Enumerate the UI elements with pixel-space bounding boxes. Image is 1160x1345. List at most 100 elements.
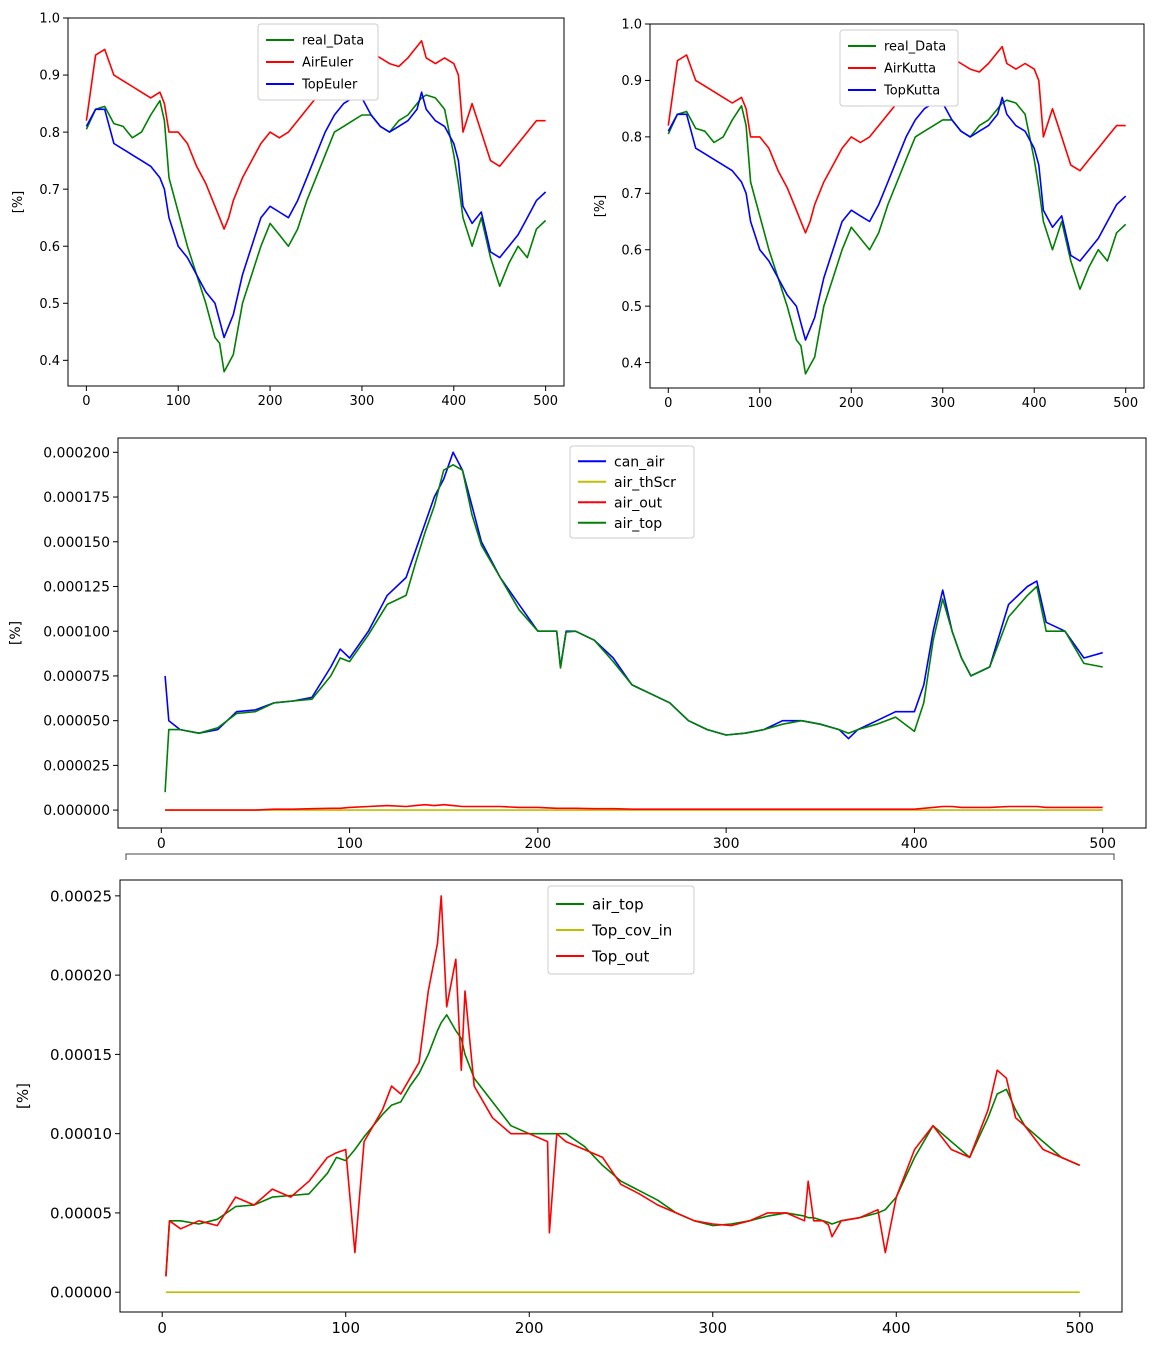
y-axis-label: [%] (593, 195, 608, 218)
panel-divider (125, 853, 1115, 860)
y-tick-label: 0.00000 (50, 1284, 112, 1302)
plot-area (667, 45, 1127, 375)
y-tick-label: 0.5 (621, 300, 642, 315)
x-tick-label: 400 (882, 1319, 911, 1337)
series-line-aireuler (85, 40, 546, 230)
x-tick-label: 0 (664, 396, 672, 411)
y-tick-label: 0.7 (621, 187, 642, 202)
y-tick-label: 0.000175 (43, 490, 110, 506)
legend-box (257, 23, 379, 101)
plot-frame (67, 17, 565, 387)
y-tick-label: 0.000125 (43, 580, 110, 596)
y-tick-label: 0.00005 (50, 1204, 112, 1222)
legend-label: TopEuler (301, 78, 358, 93)
series-line-air-out (165, 803, 1103, 811)
y-tick-label: 0.6 (621, 243, 642, 258)
series-line-airkutta (667, 45, 1126, 234)
y-tick-label: 0.00010 (50, 1125, 112, 1143)
y-tick-label: 0.000100 (43, 624, 110, 640)
chart-euler: 0 100 200 300 400 500 0.4 0.5 0.6 0.7 0.8 0.9 1.0 [%]… (11, 12, 565, 409)
x-tick-label: 400 (441, 394, 466, 409)
y-tick-label: 0.8 (621, 131, 642, 146)
legend-label: Top_out (591, 947, 649, 966)
x-tick-label: 200 (839, 396, 864, 411)
legend-label: TopKutta (883, 84, 940, 99)
series-line-can-air (164, 451, 1103, 740)
y-axis-label: [%] (11, 191, 26, 214)
series-line-real-data (85, 94, 547, 373)
series-line-real-data (667, 99, 1127, 375)
x-tick-label: 100 (166, 394, 191, 409)
y-tick-label: 0.00020 (50, 967, 112, 985)
y-tick-label: 1.0 (39, 12, 60, 27)
series-line-topkutta (667, 96, 1127, 341)
plot-frame (117, 437, 1147, 829)
legend-label: air_top (614, 516, 662, 532)
legend: real_Data AirEuler TopEuler (257, 23, 379, 101)
legend: real_Data AirKutta TopKutta (839, 29, 959, 107)
x-tick-label: 500 (1113, 396, 1138, 411)
x-tick-label: 100 (331, 1319, 360, 1337)
y-tick-label: 0.6 (39, 240, 60, 255)
y-tick-label: 0.8 (39, 126, 60, 141)
y-tick-label: 0.4 (621, 356, 642, 371)
legend-label: air_thScr (614, 475, 676, 491)
legend: can_air air_thScr air_out air_top (569, 445, 695, 539)
y-tick-label: 0.9 (39, 69, 60, 84)
y-tick-label: 0.000150 (43, 535, 110, 551)
x-tick-label: 300 (930, 396, 955, 411)
y-tick-label: 0.00015 (50, 1046, 112, 1064)
x-tick-label: 300 (698, 1319, 727, 1337)
y-tick-label: 0.00025 (50, 887, 112, 905)
y-tick-label: 1.0 (621, 18, 642, 33)
x-tick-label: 200 (524, 836, 551, 852)
y-axis-label: [%] (14, 1083, 32, 1109)
plot-frame (119, 879, 1123, 1313)
y-tick-label: 0.000025 (43, 758, 110, 774)
x-tick-label: 200 (515, 1319, 544, 1337)
x-tick-label: 0 (82, 394, 90, 409)
y-tick-label: 0.7 (39, 183, 60, 198)
y-axis-label: [%] (8, 621, 24, 645)
x-tick-label: 300 (350, 394, 375, 409)
series-line-air-top (165, 1014, 1081, 1277)
x-tick-label: 0 (157, 1319, 167, 1337)
chart-kutta: 0 100 200 300 400 500 0.4 0.5 0.6 0.7 0.8 0.9 1.0 [%]… (593, 18, 1145, 411)
plot-area (85, 40, 547, 373)
legend-label: air_out (614, 495, 663, 511)
legend-label: AirKutta (884, 62, 936, 77)
x-tick-label: 500 (533, 394, 558, 409)
x-tick-label: 100 (747, 396, 772, 411)
y-tick-label: 0.000050 (43, 714, 110, 730)
legend-label: air_top (592, 895, 644, 914)
legend-label: can_air (614, 454, 665, 470)
legend-label: AirEuler (302, 56, 354, 71)
legend-box (839, 29, 959, 107)
legend-box (547, 885, 695, 975)
plot-area (165, 895, 1081, 1293)
chart-can_air: 0 100 200 300 400 500 0.000000 0.000025 0.000050… (8, 437, 1147, 852)
x-tick-label: 200 (258, 394, 283, 409)
legend-box (569, 445, 695, 539)
series-line-top-out (165, 895, 1081, 1277)
x-tick-label: 100 (336, 836, 363, 852)
plot-frame (649, 23, 1145, 389)
y-tick-label: 0.000000 (43, 803, 110, 819)
y-tick-label: 0.4 (39, 354, 60, 369)
legend: air_top Top_cov_in Top_out (547, 885, 695, 975)
x-tick-label: 300 (713, 836, 740, 852)
legend-label: real_Data (884, 40, 946, 55)
plot-area (164, 451, 1103, 811)
x-tick-label: 500 (1065, 1319, 1094, 1337)
y-tick-label: 0.5 (39, 297, 60, 312)
chart-top: 0 100 200 300 400 500 0.00000 0.00005 0.00010 0.0… (14, 879, 1123, 1337)
x-tick-label: 400 (901, 836, 928, 852)
x-tick-label: 500 (1089, 836, 1116, 852)
y-tick-label: 0.9 (621, 74, 642, 89)
x-tick-label: 400 (1022, 396, 1047, 411)
y-tick-label: 0.000075 (43, 669, 110, 685)
y-tick-label: 0.000200 (43, 445, 110, 461)
legend-label: real_Data (302, 34, 364, 49)
series-line-air-top (164, 464, 1103, 793)
